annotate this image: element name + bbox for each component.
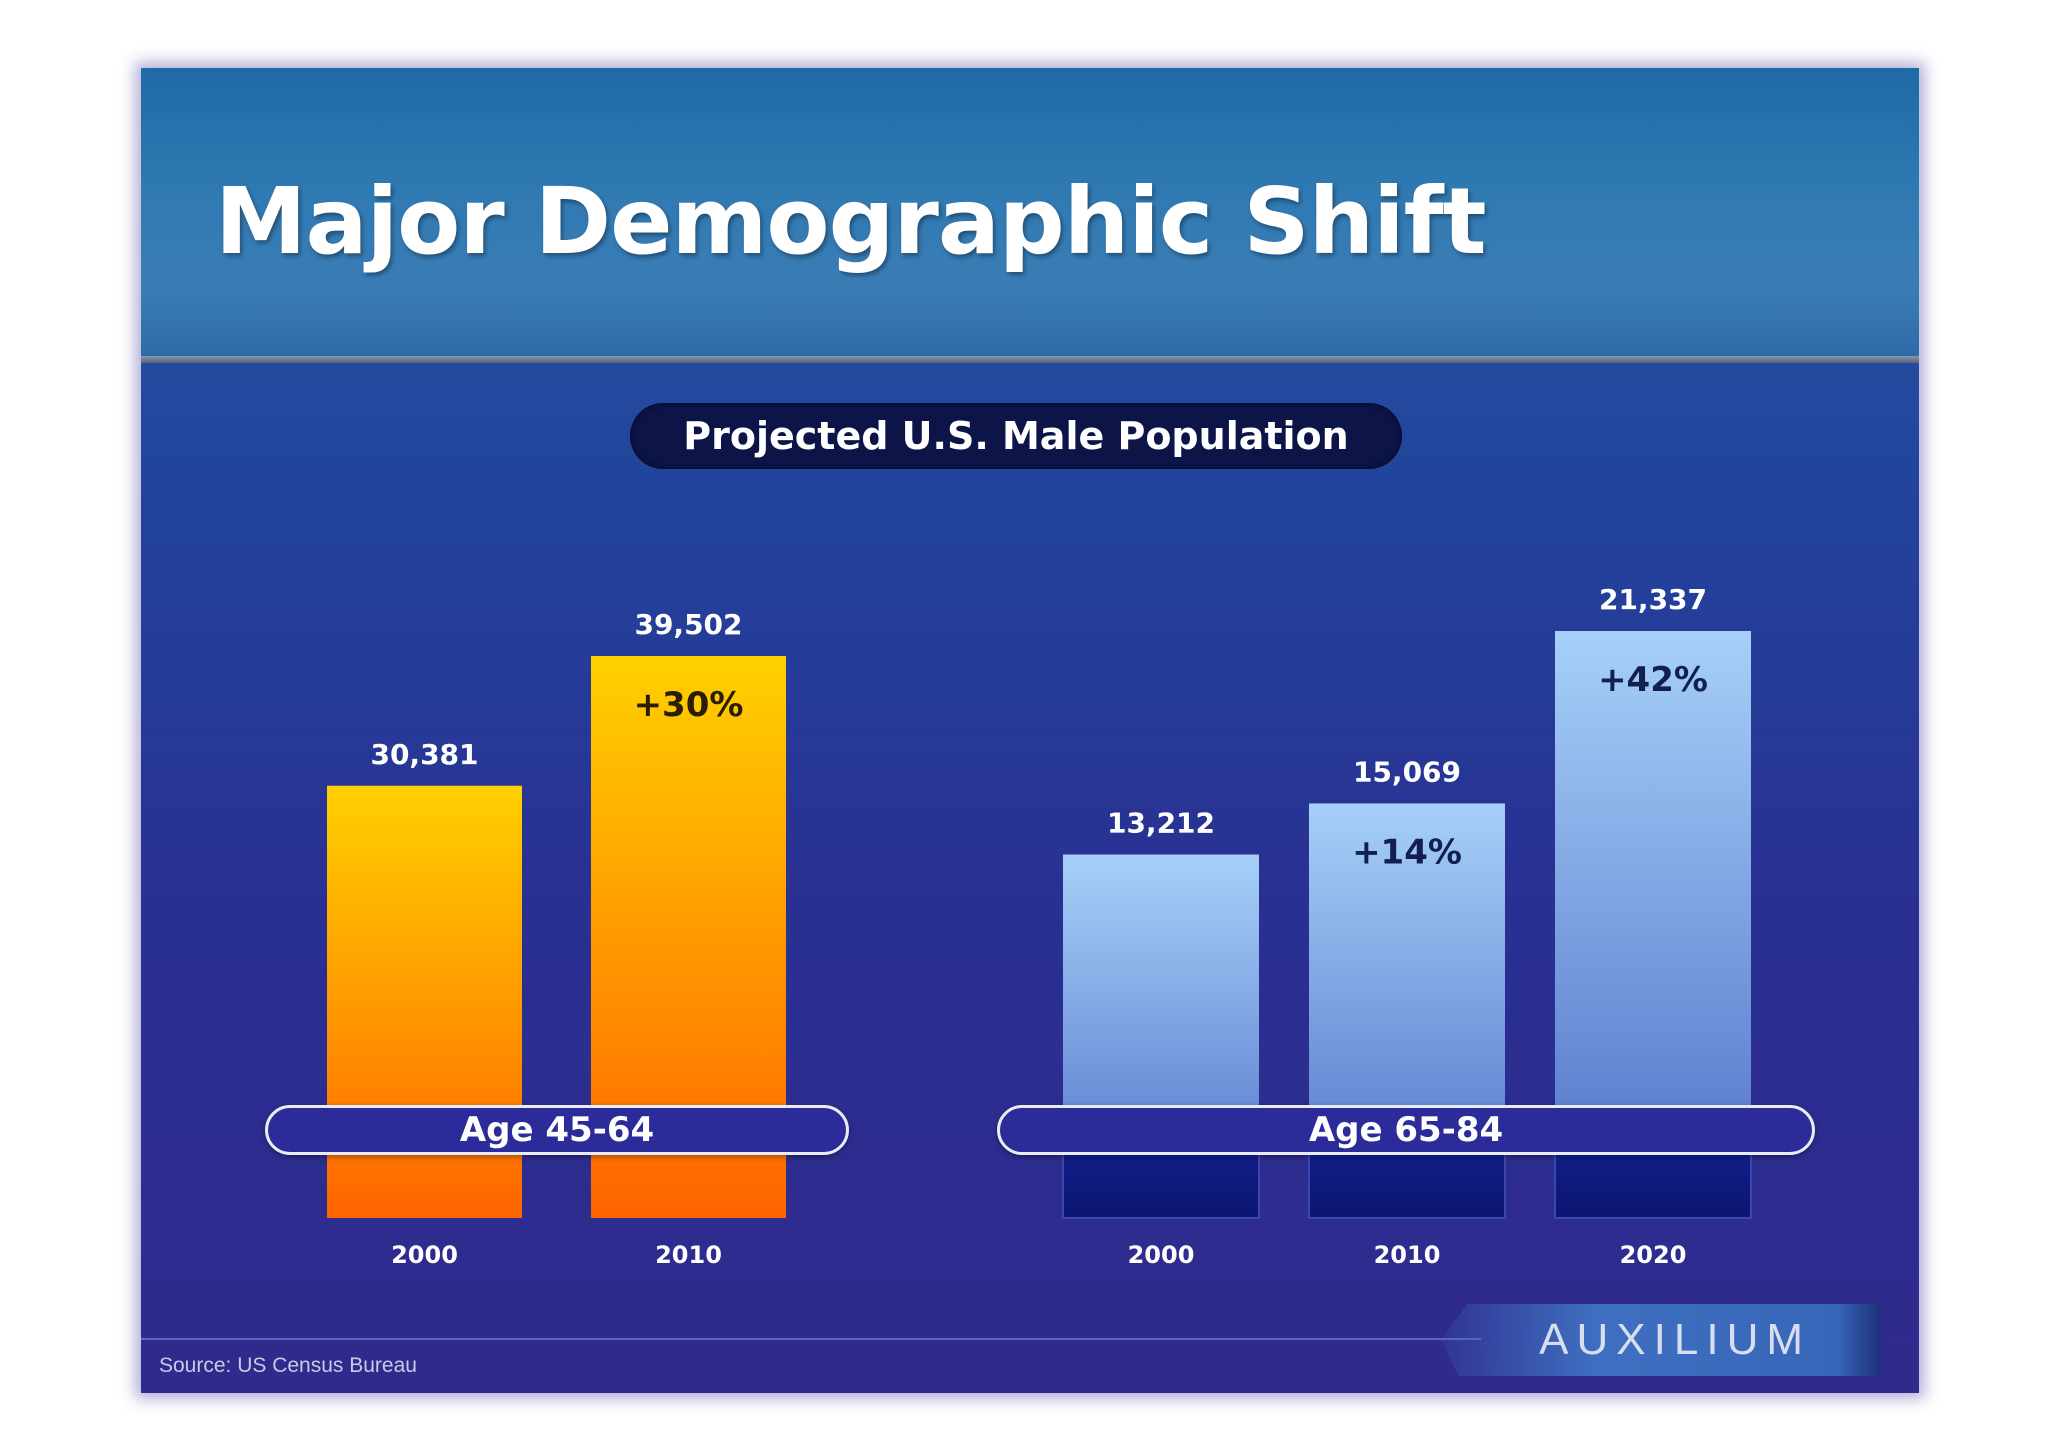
group-label-age-65-84: Age 65-84 — [997, 1105, 1815, 1155]
logo-text: AUXILIUM — [1539, 1315, 1811, 1364]
chart-title: Projected U.S. Male Population — [630, 403, 1402, 469]
value-label-age-45-64-2000: 30,381 — [370, 738, 478, 771]
bar-chart: 30,381 2000 39,502 +30% 2010 13,212 2000 15,069… — [327, 583, 1752, 1269]
auxilium-logo: AUXILIUM — [1441, 1304, 1881, 1376]
slide-title: Major Demographic Shift — [215, 168, 1487, 275]
value-label-age-65-84-2010: 15,069 — [1353, 755, 1461, 788]
change-label-age-45-64-2010: +30% — [634, 685, 744, 725]
source-note: Source: US Census Bureau — [159, 1354, 417, 1377]
x-tick-age-65-84-2010: 2010 — [1374, 1241, 1441, 1269]
footer-divider — [141, 1338, 1481, 1340]
value-label-age-65-84-2020: 21,337 — [1599, 583, 1707, 616]
x-tick-age-65-84-2020: 2020 — [1620, 1241, 1687, 1269]
value-label-age-65-84-2000: 13,212 — [1107, 807, 1215, 840]
value-label-age-45-64-2010: 39,502 — [634, 608, 742, 641]
group-label-age-45-64: Age 45-64 — [265, 1105, 849, 1155]
change-label-age-65-84-2020: +42% — [1598, 660, 1708, 700]
slide: Major Demographic Shift Projected U.S. M… — [141, 68, 1919, 1393]
title-banner — [141, 68, 1919, 358]
title-divider — [141, 356, 1919, 363]
x-tick-age-45-64-2000: 2000 — [391, 1241, 458, 1269]
x-tick-age-45-64-2010: 2010 — [655, 1241, 722, 1269]
x-tick-age-65-84-2000: 2000 — [1128, 1241, 1195, 1269]
change-label-age-65-84-2010: +14% — [1352, 832, 1462, 872]
